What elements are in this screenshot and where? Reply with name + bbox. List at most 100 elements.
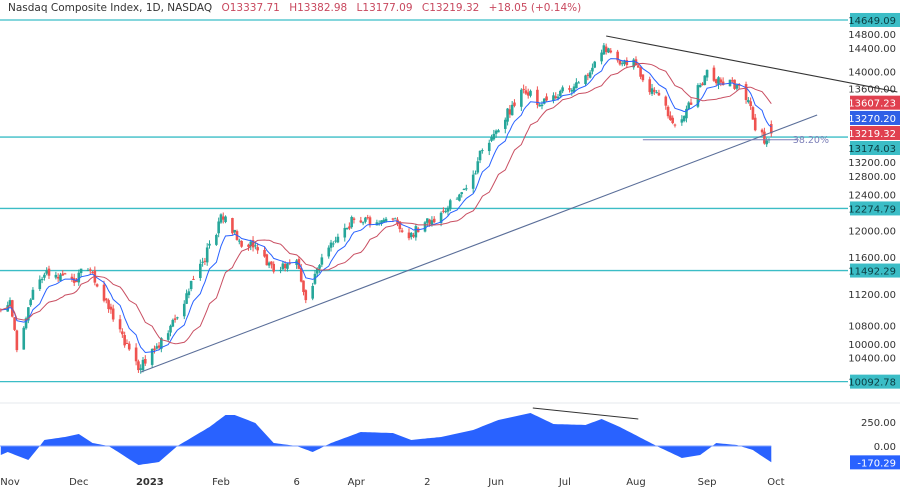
- candle-body: [247, 244, 250, 247]
- candle-body: [721, 81, 725, 85]
- candle-body: [27, 307, 30, 321]
- candle-body: [577, 82, 580, 84]
- candle-body: [763, 131, 766, 144]
- candle-body: [712, 67, 716, 81]
- candle-body: [118, 319, 122, 330]
- candle-body: [494, 130, 498, 134]
- time-tick-label: Oct: [767, 477, 784, 488]
- candle-body: [442, 210, 445, 212]
- candle-body: [189, 280, 193, 290]
- candle-body: [474, 173, 477, 175]
- candle-body: [272, 263, 275, 272]
- price-tick-label: 14400.00: [848, 44, 896, 55]
- candle-body: [586, 74, 590, 76]
- candle-body: [54, 274, 58, 278]
- open-value: 13337.71: [229, 2, 280, 14]
- candle-body: [77, 272, 81, 283]
- candle-body: [657, 92, 661, 96]
- candle-body: [155, 346, 159, 349]
- time-axis[interactable]: Nov Dec 2023 Feb 6 Apr 2 Jun Jul Aug Sep Oct: [0, 477, 784, 488]
- slow-ma-price-label: 13607.23: [848, 99, 896, 110]
- symbol-title: Nasdaq Composite Index, 1D, NASDAQ: [8, 2, 213, 14]
- horizontal-levels: [0, 19, 848, 383]
- candle-body: [327, 247, 331, 257]
- candle-body: [536, 89, 539, 105]
- candle-body: [414, 226, 418, 238]
- candle-body: [513, 102, 516, 106]
- candle-body: [240, 241, 243, 247]
- time-tick-label: Jun: [487, 477, 504, 488]
- change-value: +18.05 (+0.14%): [488, 2, 582, 14]
- candle-body: [61, 273, 65, 276]
- candle-body: [47, 268, 51, 276]
- candle-body: [620, 63, 624, 65]
- candle-body: [717, 77, 720, 85]
- low-value: 13177.09: [362, 2, 413, 14]
- candle-body: [730, 80, 734, 82]
- candle-body: [311, 285, 314, 299]
- price-tick-label: 12800.00: [848, 172, 896, 183]
- candle-body: [256, 247, 259, 251]
- candle-body: [671, 117, 674, 124]
- candle-body: [545, 96, 548, 101]
- candle-body: [215, 235, 218, 245]
- candle-body: [299, 267, 303, 282]
- candle-body: [182, 303, 186, 317]
- price-axis[interactable]: 14649.09 13607.23 13270.20 13219.32 13174.03…: [848, 12, 900, 470]
- candle-body: [666, 106, 670, 117]
- candle-body: [125, 343, 129, 345]
- oscillator-pane: [0, 407, 772, 465]
- candle-body: [751, 107, 755, 120]
- level-price-label: 11492.29: [848, 267, 896, 278]
- candle-body: [673, 124, 677, 126]
- candle-body: [575, 82, 578, 89]
- candle-body: [632, 59, 635, 68]
- candle-body: [121, 331, 124, 335]
- candle-body: [318, 265, 321, 269]
- candle-body: [302, 280, 305, 293]
- level-price-label-box: [850, 12, 900, 27]
- candle-body: [102, 284, 106, 301]
- candle-body: [398, 221, 402, 230]
- price-tick-label: 12400.00: [848, 191, 896, 202]
- candle-body: [439, 212, 443, 223]
- candle-body: [481, 150, 484, 152]
- candle-body: [43, 274, 46, 278]
- time-tick-label: Jul: [558, 477, 571, 488]
- candle-body: [238, 240, 241, 242]
- candle-body: [506, 108, 509, 122]
- candle-body: [334, 240, 337, 242]
- candle-body: [455, 198, 459, 200]
- oscillator-value-box: [850, 455, 900, 470]
- price-tick-label: 10000.00: [848, 340, 896, 351]
- candle-body: [508, 109, 512, 115]
- candle-body: [689, 102, 693, 105]
- candles: [0, 42, 773, 374]
- candle-body: [487, 142, 491, 152]
- candle-body: [315, 268, 319, 274]
- candle-body: [79, 268, 83, 274]
- candle-body: [492, 133, 496, 140]
- candle-body: [361, 222, 365, 224]
- time-tick-label: 2: [424, 477, 430, 488]
- price-tick-label: 13200.00: [848, 158, 896, 169]
- candle-body: [542, 98, 546, 104]
- candle-body: [669, 115, 672, 120]
- time-tick-label: 6: [293, 477, 299, 488]
- candle-body: [462, 188, 466, 190]
- candle-body: [75, 280, 78, 283]
- candle-body: [224, 216, 227, 223]
- candle-body: [173, 318, 177, 320]
- candle-body: [696, 85, 700, 107]
- candle-body: [143, 359, 147, 364]
- candle-body: [400, 230, 404, 232]
- candle-body: [59, 274, 62, 281]
- fast-moving-average-line: [0, 58, 772, 354]
- candle-body: [538, 104, 541, 107]
- candle-body: [444, 211, 447, 213]
- moving-averages: [0, 58, 772, 354]
- candle-body: [607, 48, 610, 53]
- candle-body: [625, 60, 629, 66]
- candle-body: [520, 89, 523, 107]
